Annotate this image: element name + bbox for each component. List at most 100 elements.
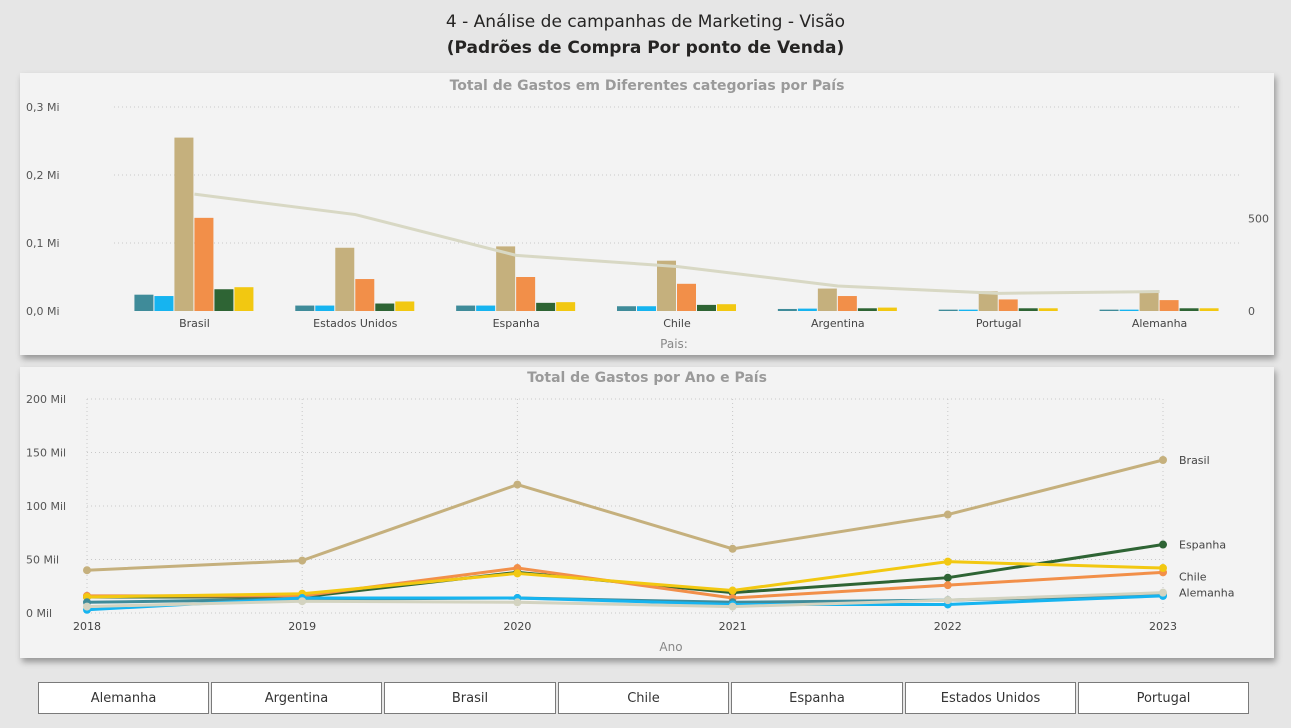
bar (657, 260, 676, 311)
bar (315, 305, 335, 311)
x-tick-label: 2018 (73, 620, 101, 633)
y-tick-label: 150 Mil (26, 447, 66, 460)
data-point (1159, 455, 1167, 464)
bar (174, 137, 194, 311)
bar (496, 246, 516, 311)
bar (837, 296, 857, 311)
x-tick-label: 2023 (1149, 620, 1177, 633)
bar (355, 279, 375, 311)
data-point (1159, 588, 1167, 597)
bar (234, 287, 254, 311)
bar (938, 309, 958, 311)
bar (998, 299, 1018, 311)
data-point (513, 569, 522, 578)
line-chart-card: Total de Gastos por Ano e País 0 Mil 50 Mi… (20, 367, 1274, 658)
series-label: Espanha (1179, 539, 1226, 552)
x-tick-label: Alemanha (1132, 317, 1188, 330)
page-subtitle: (Padrões de Compra Por ponto de Venda) (446, 38, 845, 58)
bar (637, 306, 656, 311)
chart-title: Total de Gastos por Ano e País (527, 370, 767, 386)
x-tick-label: 2022 (934, 620, 962, 633)
bar (194, 217, 214, 311)
bar (1139, 290, 1159, 311)
yearly-spending-chart: Total de Gastos por Ano e País 0 Mil 50 Mi… (26, 370, 1235, 654)
series-label: Brasil (1179, 454, 1210, 467)
bar (1179, 308, 1199, 311)
data-point (1159, 564, 1167, 573)
y-tick-label: 0,1 Mi (26, 237, 60, 250)
bar-chart-card: Total de Gastos em Diferentes categorias… (20, 73, 1274, 355)
data-point (943, 557, 952, 566)
x-tick-label: 2020 (503, 620, 531, 633)
bar (797, 308, 817, 311)
y-tick-label: 0,0 Mi (26, 305, 60, 318)
data-point (943, 596, 952, 605)
y-tick-label: 100 Mil (26, 500, 66, 513)
x-tick-label: Chile (663, 317, 691, 330)
data-point (298, 556, 307, 565)
data-point (728, 586, 737, 595)
x-tick-label: Estados Unidos (313, 317, 397, 330)
y2-tick-label: 500 (1248, 212, 1269, 225)
bar (214, 289, 234, 311)
data-point (298, 597, 307, 606)
y-tick-label: 200 Mil (26, 393, 66, 406)
x-tick-label: Brasil (179, 317, 210, 330)
series-line (86, 458, 1164, 572)
bar (1099, 309, 1119, 311)
data-point (513, 598, 522, 607)
slicer-item-estados-unidos[interactable]: Estados Unidos (905, 682, 1076, 714)
data-point (513, 480, 522, 489)
bar (877, 307, 897, 311)
slicer-item-espanha[interactable]: Espanha (731, 682, 903, 714)
bar (697, 304, 716, 311)
y2-tick-label: 0 (1248, 305, 1255, 318)
data-point (943, 581, 952, 590)
bar (375, 303, 395, 311)
data-point (943, 510, 952, 519)
line-series (194, 192, 1160, 295)
bar (476, 305, 496, 311)
slicer-item-chile[interactable]: Chile (558, 682, 729, 714)
data-point (83, 566, 91, 575)
y-tick-label: 0,2 Mi (26, 169, 60, 182)
data-point (943, 573, 952, 582)
data-point (728, 602, 737, 611)
bar (295, 305, 315, 311)
y-tick-label: 0 Mil (26, 607, 52, 620)
bar (958, 309, 978, 311)
bar (677, 283, 696, 311)
slicer-item-argentina[interactable]: Argentina (211, 682, 382, 714)
x-tick-label: 2021 (719, 620, 747, 633)
x-axis-label: Pais: (660, 337, 688, 351)
series-line (87, 543, 1164, 599)
bar (1018, 308, 1038, 311)
x-tick-label: Portugal (976, 317, 1022, 330)
bar (617, 306, 636, 311)
series-line (86, 560, 1164, 599)
page-title: 4 - Análise de campanhas de Marketing - … (445, 12, 846, 32)
chart-title: Total de Gastos em Diferentes categorias… (450, 78, 845, 94)
bar (978, 291, 998, 311)
series-label: Alemanha (1179, 587, 1235, 600)
bar (777, 308, 797, 311)
series-label: Chile (1179, 570, 1207, 583)
x-tick-label: Espanha (493, 317, 540, 330)
slicer-item-portugal[interactable]: Portugal (1078, 682, 1249, 714)
bar (536, 302, 556, 311)
bar (1119, 309, 1139, 311)
x-tick-label: Argentina (811, 317, 865, 330)
bar (1199, 308, 1219, 311)
bar (717, 304, 736, 311)
slicer-item-brasil[interactable]: Brasil (384, 682, 556, 714)
y-tick-label: 50 Mil (26, 554, 59, 567)
bar (556, 302, 576, 311)
bar (516, 277, 536, 311)
bar (154, 296, 174, 311)
bar (134, 294, 154, 311)
x-axis-label: Ano (659, 640, 682, 654)
category-spending-chart: Total de Gastos em Diferentes categorias… (26, 78, 1269, 351)
data-point (83, 602, 91, 611)
bar (335, 247, 355, 311)
slicer-item-alemanha[interactable]: Alemanha (38, 682, 209, 714)
